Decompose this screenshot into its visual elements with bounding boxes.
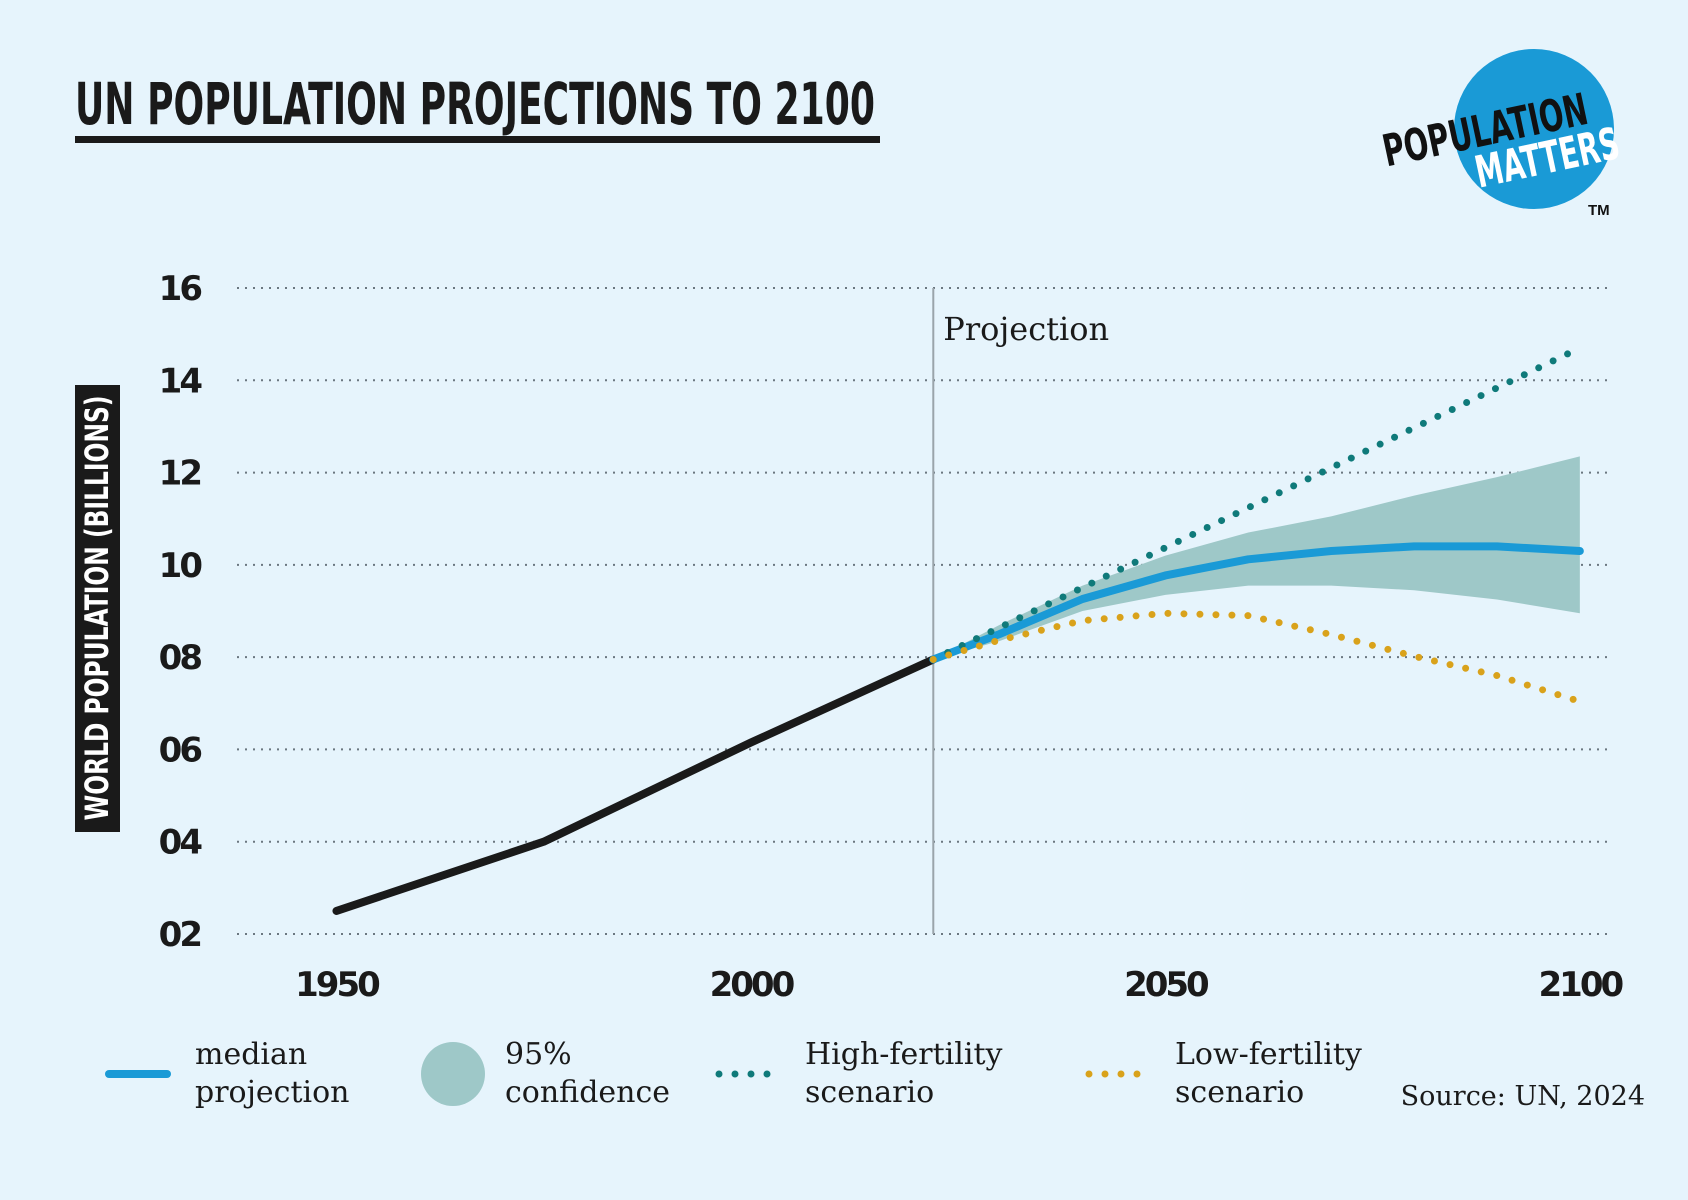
- logo-tm: TM: [1588, 202, 1610, 219]
- legend-item: median projection: [105, 1036, 385, 1112]
- legend-label: High-fertility scenario: [805, 1037, 1003, 1110]
- legend-label: 95% confidence: [505, 1037, 671, 1110]
- line: [929, 542, 1584, 664]
- x-tick-label: 2100: [1539, 965, 1624, 1005]
- legend: median projection 95% confidence High-fert…: [105, 1036, 1455, 1112]
- title-underline: [75, 136, 880, 143]
- y-label-box: [75, 385, 120, 832]
- y-tick-label: 12: [159, 454, 201, 494]
- annotation: Projection: [943, 310, 1109, 348]
- y-tick-label: 08: [159, 638, 202, 678]
- y-tick-label: 02: [159, 915, 201, 955]
- legend-swatch: [421, 1042, 485, 1106]
- legend-marker: [421, 1042, 485, 1106]
- legend-label: Low-fertility scenario: [1175, 1037, 1362, 1110]
- source: Source: UN, 2024: [1401, 1081, 1645, 1112]
- legend-label: median projection: [195, 1037, 350, 1110]
- legend-marker: [105, 1070, 171, 1078]
- legend-marker: [715, 1070, 781, 1078]
- y-tick-label: 06: [159, 730, 202, 770]
- y-tick-label: 14: [159, 361, 203, 401]
- legend-item: 95% confidence: [415, 1036, 685, 1112]
- y-axis-label: WORLD POPULATION (BILLIONS): [78, 396, 116, 821]
- legend-item: Low-fertility scenario: [1085, 1036, 1425, 1112]
- scenario-line: [929, 609, 1584, 705]
- logo: POPULATION MATTERS: [1378, 84, 1624, 198]
- line: [332, 655, 938, 915]
- x-tick-label: 2050: [1124, 965, 1209, 1005]
- y-tick-label: 04: [159, 823, 203, 863]
- x-tick-label: 2000: [710, 965, 795, 1005]
- x-tick-label: 1950: [295, 965, 380, 1005]
- legend-marker: [1085, 1070, 1151, 1078]
- chart-title: UN POPULATION PROJECTIONS TO 2100: [75, 70, 875, 138]
- y-tick-label: 16: [159, 269, 202, 309]
- logo-circle: [1454, 49, 1614, 209]
- y-tick-label: 10: [159, 546, 203, 586]
- legend-item: High-fertility scenario: [715, 1036, 1055, 1112]
